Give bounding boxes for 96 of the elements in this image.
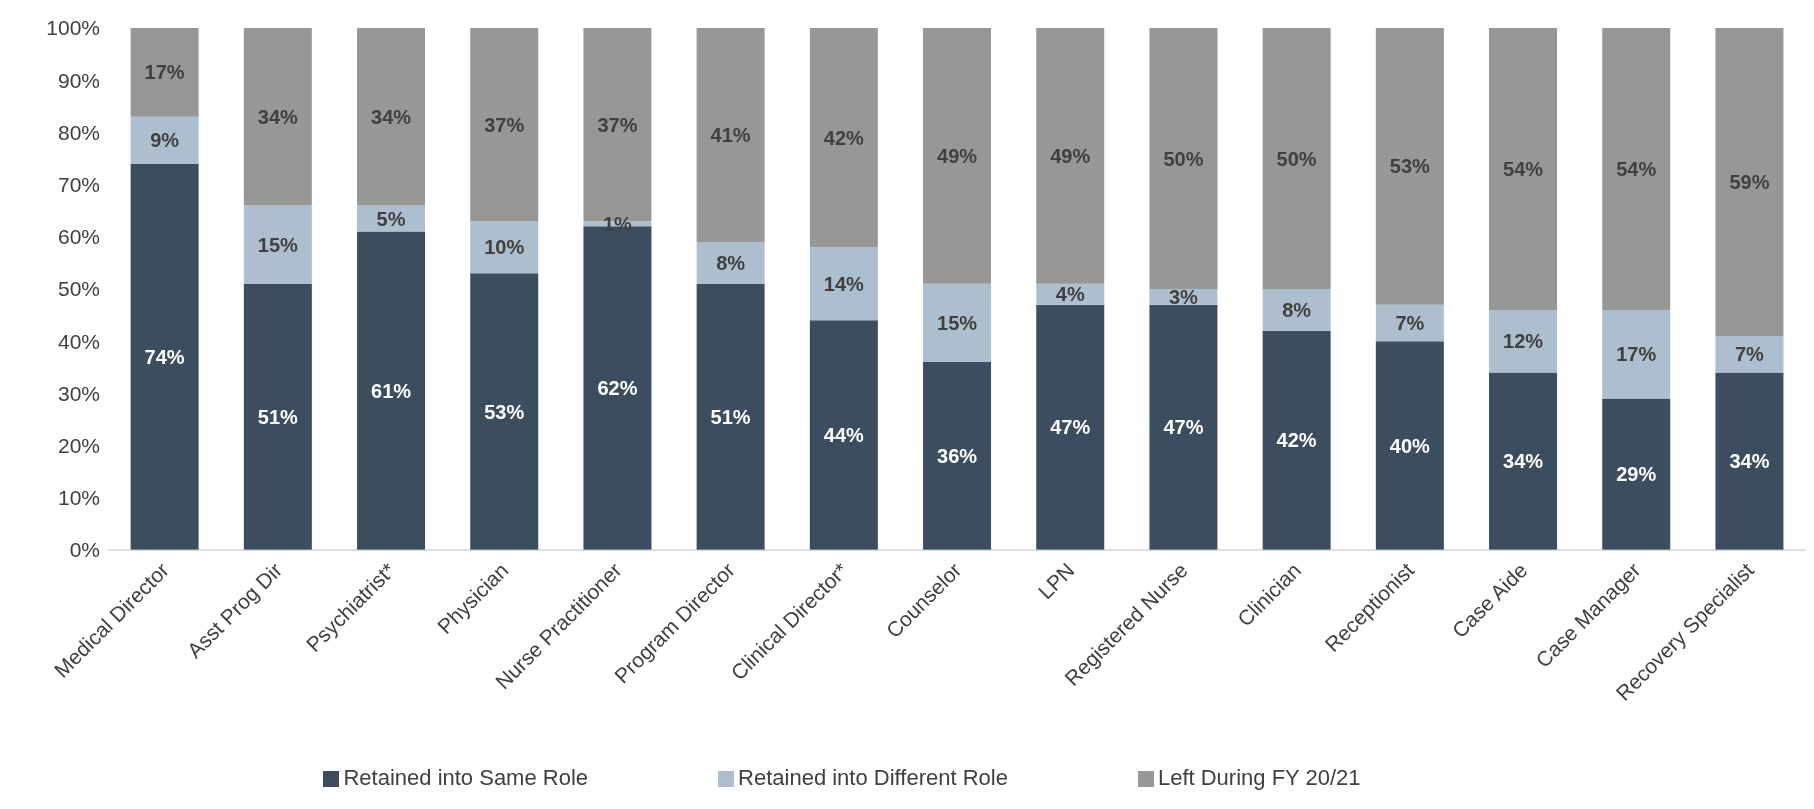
bar: [470, 28, 539, 222]
bar: [1602, 398, 1671, 550]
bar: [243, 28, 312, 206]
data-label: 42%: [823, 126, 865, 149]
data-label: 17%: [1616, 343, 1657, 366]
bar: [1149, 304, 1218, 550]
data-label: 34%: [257, 105, 299, 128]
data-label: 47%: [1050, 416, 1091, 439]
bar: [1489, 309, 1558, 373]
data-label: 62%: [597, 377, 638, 400]
data-label: 37%: [597, 113, 638, 136]
bar: [243, 283, 312, 550]
data-label: 3%: [1168, 285, 1199, 308]
bar: [243, 205, 312, 284]
data-label: 50%: [1163, 147, 1204, 170]
bar: [696, 242, 765, 284]
data-label: 9%: [150, 129, 180, 152]
bar: [1375, 28, 1444, 305]
data-label: 34%: [371, 105, 412, 128]
bar: [696, 28, 765, 243]
data-label: 53%: [484, 400, 525, 423]
bar: [923, 28, 992, 284]
data-label: 47%: [1163, 416, 1204, 439]
data-label: 49%: [1050, 144, 1091, 167]
data-label: 8%: [716, 251, 746, 274]
bar: [923, 362, 992, 550]
data-label: 36%: [937, 445, 978, 468]
data-label: 4%: [1055, 283, 1085, 306]
data-label: 10%: [484, 236, 525, 259]
legend-label: Retained into Different Role: [738, 765, 1008, 790]
data-label: 54%: [1616, 157, 1657, 180]
y-tick-label: 20%: [57, 434, 100, 458]
data-label: 12%: [1503, 330, 1544, 353]
y-tick-label: 40%: [57, 329, 100, 353]
bar: [1375, 341, 1444, 550]
y-tick-label: 0%: [69, 538, 100, 562]
data-label: 59%: [1729, 170, 1770, 193]
y-tick-label: 50%: [57, 277, 100, 301]
bar: [130, 163, 199, 550]
data-label: 41%: [710, 124, 751, 147]
bar: [357, 231, 426, 550]
bar: [923, 283, 992, 363]
data-label: 74%: [144, 345, 185, 368]
data-label: 54%: [1503, 157, 1544, 180]
data-label: 29%: [1616, 463, 1657, 486]
data-label: 14%: [823, 272, 865, 295]
bar: [470, 221, 539, 274]
data-label: 8%: [1282, 298, 1312, 321]
bar: [470, 273, 539, 550]
bar: [1149, 28, 1218, 289]
bar: [1489, 28, 1558, 310]
y-tick-label: 30%: [57, 381, 100, 405]
bar: [1602, 309, 1671, 399]
bar: [809, 247, 878, 321]
legend-label: Retained into Same Role: [343, 765, 589, 790]
bar: [696, 283, 765, 550]
bar: [1262, 289, 1331, 331]
bar: [1036, 28, 1105, 284]
data-label: 61%: [371, 379, 412, 402]
data-label: 42%: [1276, 429, 1317, 452]
bar: [809, 320, 878, 550]
bar: [1262, 330, 1331, 550]
data-label: 40%: [1389, 434, 1431, 457]
bar: [1602, 28, 1671, 310]
y-tick-label: 60%: [57, 225, 100, 249]
data-label: 51%: [710, 405, 751, 428]
y-tick-label: 80%: [57, 120, 100, 144]
data-label: 7%: [1395, 311, 1425, 334]
bar: [357, 28, 426, 206]
y-tick-label: 90%: [57, 68, 100, 92]
y-tick-label: 100%: [46, 16, 100, 40]
bar: [1715, 335, 1784, 373]
bar: [1036, 304, 1105, 550]
data-label: 44%: [823, 424, 865, 447]
data-label: 17%: [144, 61, 185, 84]
data-label: 49%: [937, 144, 978, 167]
data-label: 51%: [257, 405, 299, 428]
bar: [809, 28, 878, 248]
bar: [1715, 28, 1784, 336]
bar: [1489, 372, 1558, 550]
data-label: 50%: [1276, 147, 1317, 170]
legend-label: Left During FY 20/21: [1157, 765, 1361, 790]
y-tick-label: 70%: [57, 173, 100, 197]
data-label: 5%: [376, 207, 406, 230]
data-label: 34%: [1503, 450, 1544, 473]
data-label: 7%: [1734, 343, 1765, 366]
bar: [1715, 372, 1784, 550]
y-tick-label: 10%: [57, 486, 100, 510]
bar: [130, 116, 199, 164]
data-label: 15%: [257, 233, 299, 256]
data-label: 37%: [484, 113, 525, 136]
bar: [1262, 28, 1331, 289]
bar: [130, 28, 199, 117]
data-label: 34%: [1729, 450, 1770, 473]
data-label: 15%: [937, 311, 978, 334]
data-label: 53%: [1389, 155, 1431, 178]
